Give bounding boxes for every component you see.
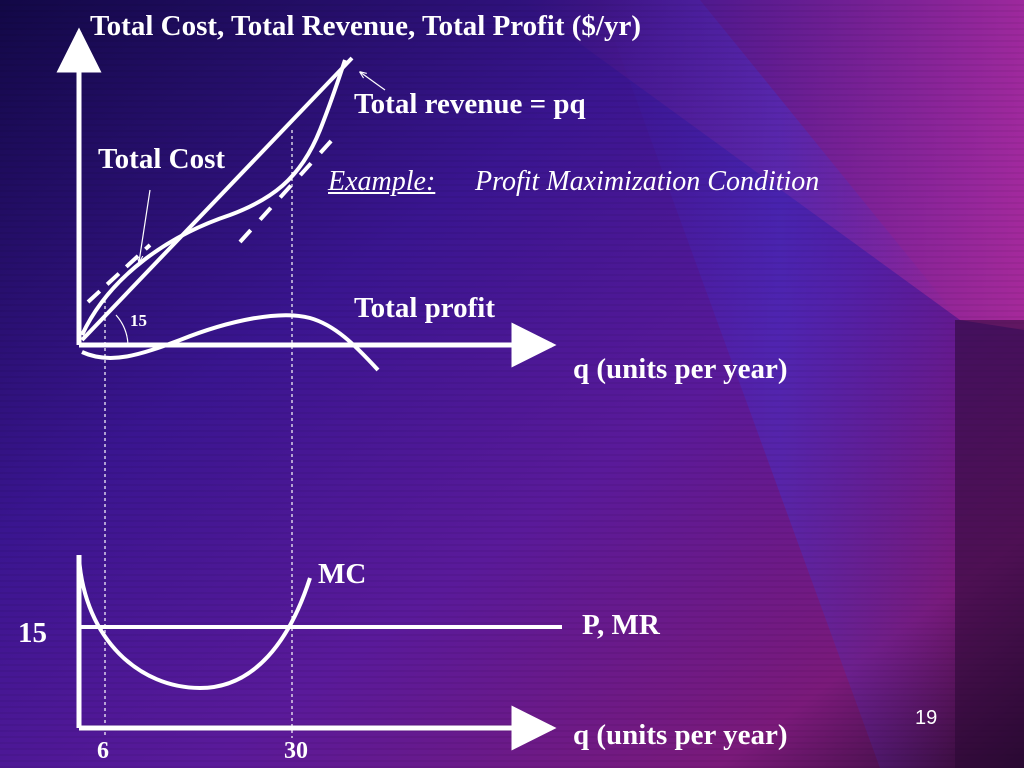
page-number: 19 [915,707,938,729]
total-cost-pointer [139,189,151,262]
bottom-x-axis-label: q (units per year) [573,719,788,751]
total-cost-curve [80,59,347,336]
x-tick-30: 30 [284,738,308,764]
angle-arc [115,314,129,346]
total-revenue-label: Total revenue = pq [354,88,586,120]
total-profit-label: Total profit [354,292,495,324]
slide-title: Total Cost, Total Revenue, Total Profit … [90,10,642,42]
mc-curve [77,557,312,691]
x-tick-6: 6 [97,738,109,764]
total-revenue-line [80,56,354,342]
tangent-dashed-q6 [86,243,152,304]
total-revenue-pointer [360,72,386,91]
example-text: Profit Maximization Condition [475,166,820,197]
top-x-axis-label: q (units per year) [573,353,788,385]
price-mr-label: P, MR [582,609,660,641]
tangent-dashed-q30 [238,138,334,244]
example-label: Example: [328,166,436,197]
price-value-label: 15 [18,617,47,649]
slope-label: 15 [130,311,147,330]
total-cost-label: Total Cost [98,143,226,175]
mc-label: MC [318,558,367,590]
total-profit-curve [81,313,380,372]
